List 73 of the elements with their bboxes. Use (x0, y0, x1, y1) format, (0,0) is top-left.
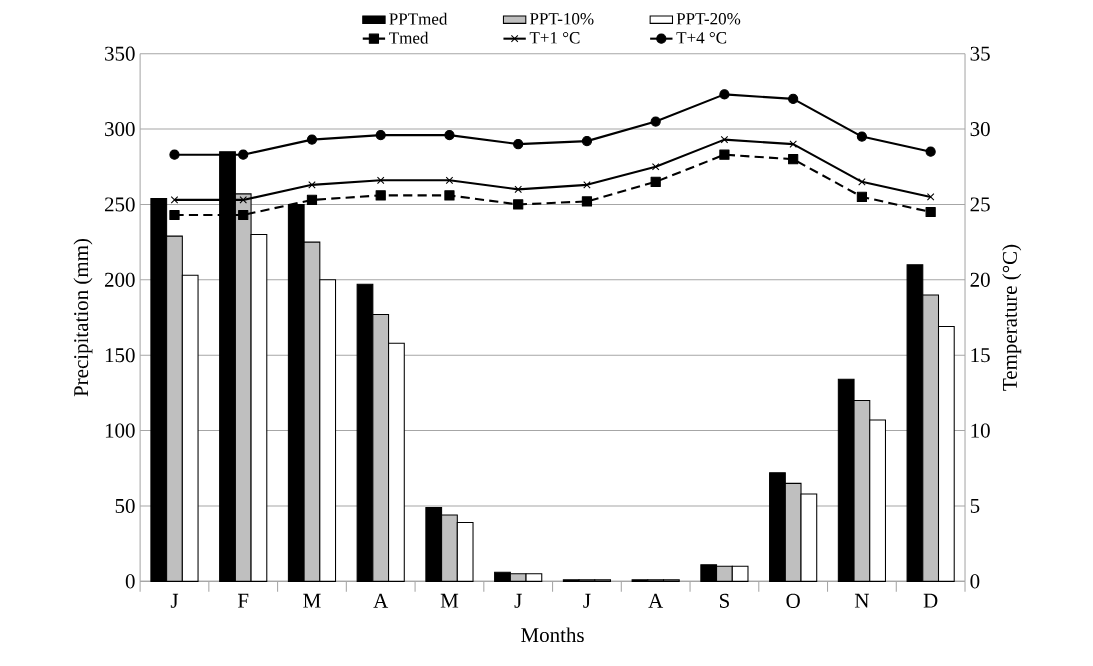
y2-tick-label: 30 (970, 122, 990, 137)
point (513, 199, 524, 210)
point (583, 181, 591, 189)
x-tick-label: M (303, 593, 321, 608)
point (925, 146, 936, 157)
x-tick-label: J (583, 593, 591, 608)
point (375, 190, 386, 201)
y-tick-label: 0 (125, 574, 135, 589)
y2-tick-label: 15 (971, 348, 990, 363)
point (719, 89, 730, 100)
point (169, 149, 180, 160)
x-axis-title: Months (521, 627, 584, 643)
point (856, 131, 868, 142)
point (514, 185, 522, 194)
legend-label: PPT-10% (529, 13, 594, 25)
y2-tick-label: 25 (970, 197, 990, 212)
point (239, 196, 247, 204)
point (306, 194, 318, 206)
point (788, 154, 799, 165)
y2-tick-label: 10 (971, 423, 990, 438)
y-tick-label: 250 (104, 197, 135, 212)
point (651, 163, 660, 171)
x-tick-label: M (440, 593, 459, 608)
y-axis-title: Precipitation (mm) (73, 239, 93, 397)
point (926, 193, 935, 201)
x-tick-label: S (719, 593, 729, 609)
point (376, 176, 385, 185)
point (789, 140, 797, 148)
point (788, 93, 799, 105)
point (858, 178, 866, 186)
y2-tick-label: 35 (970, 46, 990, 61)
y-tick-label: 200 (104, 272, 135, 287)
point (513, 139, 524, 150)
legend-label: PPT-20% (676, 13, 741, 25)
point (444, 190, 455, 201)
x-tick-label: A (373, 593, 389, 608)
y2-axis-title: Temperature (°C) (1002, 244, 1022, 391)
legend-label: T+4 °C (676, 32, 727, 44)
x-tick-label: J (170, 593, 179, 608)
y2-tick-label: 0 (970, 574, 980, 589)
x-tick-label: N (854, 593, 869, 608)
x-tick-label: A (648, 593, 664, 608)
x-tick-label: F (237, 593, 249, 608)
point (444, 130, 455, 141)
point (925, 206, 936, 218)
point (719, 149, 730, 160)
point (375, 130, 386, 141)
y-tick-label: 50 (115, 499, 135, 514)
y2-tick-label: 20 (970, 272, 990, 287)
point (650, 176, 661, 188)
point (856, 191, 868, 203)
point (581, 196, 593, 207)
x-tick-label: O (786, 593, 800, 609)
x-tick-label: J (514, 593, 522, 608)
y-tick-label: 300 (105, 122, 135, 137)
point (581, 136, 593, 147)
y-tick-label: 150 (105, 348, 135, 363)
legend-label: T+1 °C (529, 32, 580, 44)
point (650, 116, 661, 127)
x-tick-label: D (923, 593, 938, 608)
point (170, 196, 179, 204)
point (445, 176, 454, 185)
legend-label: PPTmed (389, 12, 448, 25)
point (306, 134, 318, 145)
point (238, 209, 249, 221)
y2-tick-label: 5 (970, 499, 980, 514)
point (169, 209, 180, 221)
point (238, 149, 249, 160)
point (308, 181, 316, 189)
y-tick-label: 100 (105, 423, 135, 438)
y-tick-label: 350 (105, 46, 135, 61)
legend-label: Tmed (389, 31, 429, 44)
point (720, 135, 729, 144)
